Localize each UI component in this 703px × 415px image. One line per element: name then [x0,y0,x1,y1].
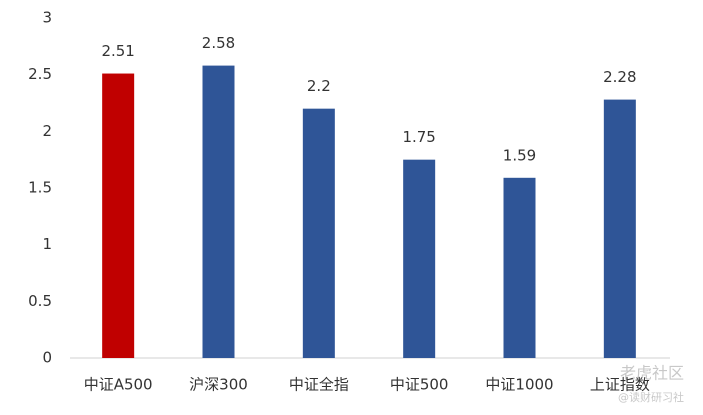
y-tick-label: 3 [42,9,52,27]
value-label: 1.59 [503,146,536,164]
x-tick-label: 沪深300 [189,376,248,394]
y-tick-label: 1.5 [28,179,52,197]
x-tick-label: 上证指数 [590,376,650,394]
y-tick-label: 1 [42,235,52,253]
value-label: 2.51 [101,42,134,60]
value-label: 2.28 [603,68,636,86]
bar [603,99,636,358]
x-tick-label: 中证500 [390,376,449,394]
bar [102,73,135,359]
value-label: 2.2 [307,77,331,95]
x-tick-label: 中证A500 [84,376,153,394]
x-tick-label: 中证全指 [289,376,349,394]
bar [302,108,335,359]
bar [503,177,536,358]
watermark: 老虎社区 [620,364,684,383]
value-label: 2.58 [202,34,235,52]
value-label: 1.75 [402,128,435,146]
bar [403,159,436,358]
y-tick-label: 2.5 [28,65,52,83]
bar [202,65,235,358]
x-tick-label: 中证1000 [485,376,553,394]
y-tick-label: 0.5 [28,292,52,310]
watermark: @读财研习社 [618,390,684,404]
y-tick-label: 0 [42,349,52,367]
y-tick-label: 2 [42,122,52,140]
